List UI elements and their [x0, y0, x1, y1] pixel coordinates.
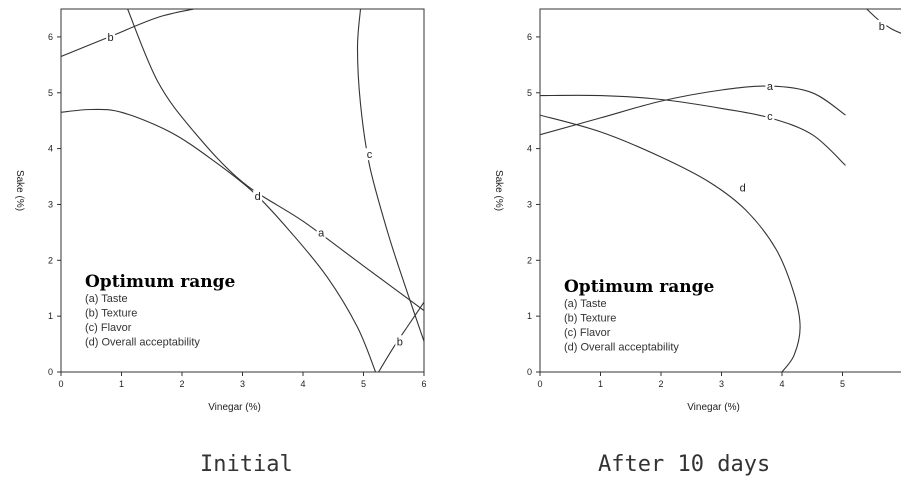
- curve-c: [356, 9, 424, 342]
- curve-label-backing: [253, 190, 263, 203]
- curve-label-d: d: [255, 191, 261, 203]
- curves-group: [540, 9, 901, 372]
- curve-a: [540, 85, 846, 136]
- legend-item: (c) Flavor: [564, 327, 611, 339]
- y-tick-label: 3: [527, 199, 532, 209]
- y-tick-label: 5: [48, 88, 53, 98]
- curve-label-a: a: [318, 227, 325, 239]
- x-tick-label: 1: [598, 379, 603, 389]
- curve-label-c: c: [367, 149, 373, 161]
- x-axis-label: Vinegar (%): [208, 402, 261, 413]
- y-tick-label: 5: [527, 88, 532, 98]
- curve-label-backing: [316, 226, 326, 239]
- y-tick-label: 1: [527, 311, 532, 321]
- x-tick-label: 0: [537, 379, 542, 389]
- curve-a: [127, 9, 424, 312]
- x-tick-label: 0: [58, 379, 63, 389]
- legend-item: (a) Taste: [85, 293, 128, 305]
- legend-item: (d) Overall acceptability: [564, 342, 679, 354]
- y-tick-label: 4: [48, 144, 53, 154]
- x-tick-label: 6: [421, 379, 426, 389]
- curve-label-backing: [765, 80, 775, 93]
- legend-item: (d) Overall acceptability: [85, 337, 200, 349]
- curve-b: [61, 9, 195, 58]
- curve-label-a: a: [767, 81, 774, 93]
- curve-label-c: c: [767, 111, 773, 123]
- curve-label-d: d: [740, 183, 746, 195]
- curve-c: [540, 94, 846, 166]
- legend: Optimum range(a) Taste (b) Texture (c) Fla…: [564, 277, 714, 354]
- curve-label-backing: [765, 110, 775, 123]
- curve-d: [540, 114, 801, 372]
- x-tick-label: 3: [240, 379, 245, 389]
- y-axis-label: Sake (%): [493, 170, 504, 211]
- x-tick-label: 3: [719, 379, 724, 389]
- curve-label-b: b: [397, 336, 403, 348]
- legend-item: (a) Taste: [564, 298, 607, 310]
- legend-item: (b) Texture: [85, 308, 137, 320]
- caption-after-10-days: After 10 days: [598, 452, 771, 477]
- chart-panel-2: 0 1 2 3 4 5 0 1 2 3 4 5 6 Vinegar (%) Sake (%) a b c d Opti…: [493, 8, 901, 413]
- x-tick-label: 5: [361, 379, 366, 389]
- curve-label-backing: [106, 30, 116, 43]
- chart-panel-1: 0 1 2 3 4 5 6 0 1 2 3 4 5 6 Vinegar (%) Sake (%) a b b c d Op…: [14, 8, 427, 413]
- curve-label-backing: [395, 335, 405, 348]
- y-tick-label: 2: [527, 255, 532, 265]
- y-axis-label: Sake (%): [14, 170, 25, 211]
- y-tick-label: 0: [48, 367, 53, 377]
- legend-item: (c) Flavor: [85, 322, 132, 334]
- y-tick-label: 2: [48, 255, 53, 265]
- x-tick-label: 4: [779, 379, 784, 389]
- x-tick-label: 2: [179, 379, 184, 389]
- curve-label-b: b: [108, 32, 114, 44]
- x-tick-label: 1: [119, 379, 124, 389]
- y-tick-label: 1: [48, 311, 53, 321]
- curve-label-backing: [365, 148, 375, 161]
- y-tick-label: 4: [527, 144, 532, 154]
- curve-label-b: b: [879, 21, 885, 33]
- curves-group: [61, 9, 424, 372]
- legend-item: (b) Texture: [564, 313, 616, 325]
- y-tick-label: 6: [527, 32, 532, 42]
- y-tick-label: 0: [527, 367, 532, 377]
- curve-label-backing: [877, 19, 887, 32]
- curve-d: [61, 108, 377, 372]
- x-axis-label: Vinegar (%): [687, 402, 740, 413]
- curve-label-backing: [738, 181, 748, 194]
- caption-initial: Initial: [200, 452, 293, 477]
- y-tick-label: 3: [48, 199, 53, 209]
- x-tick-label: 2: [658, 379, 663, 389]
- x-tick-label: 4: [300, 379, 305, 389]
- x-tick-label: 5: [840, 379, 845, 389]
- legend-title: Optimum range: [564, 277, 714, 297]
- legend-title: Optimum range: [85, 272, 235, 292]
- legend: Optimum range(a) Taste (b) Texture (c) Fla…: [85, 272, 235, 349]
- y-tick-label: 6: [48, 32, 53, 42]
